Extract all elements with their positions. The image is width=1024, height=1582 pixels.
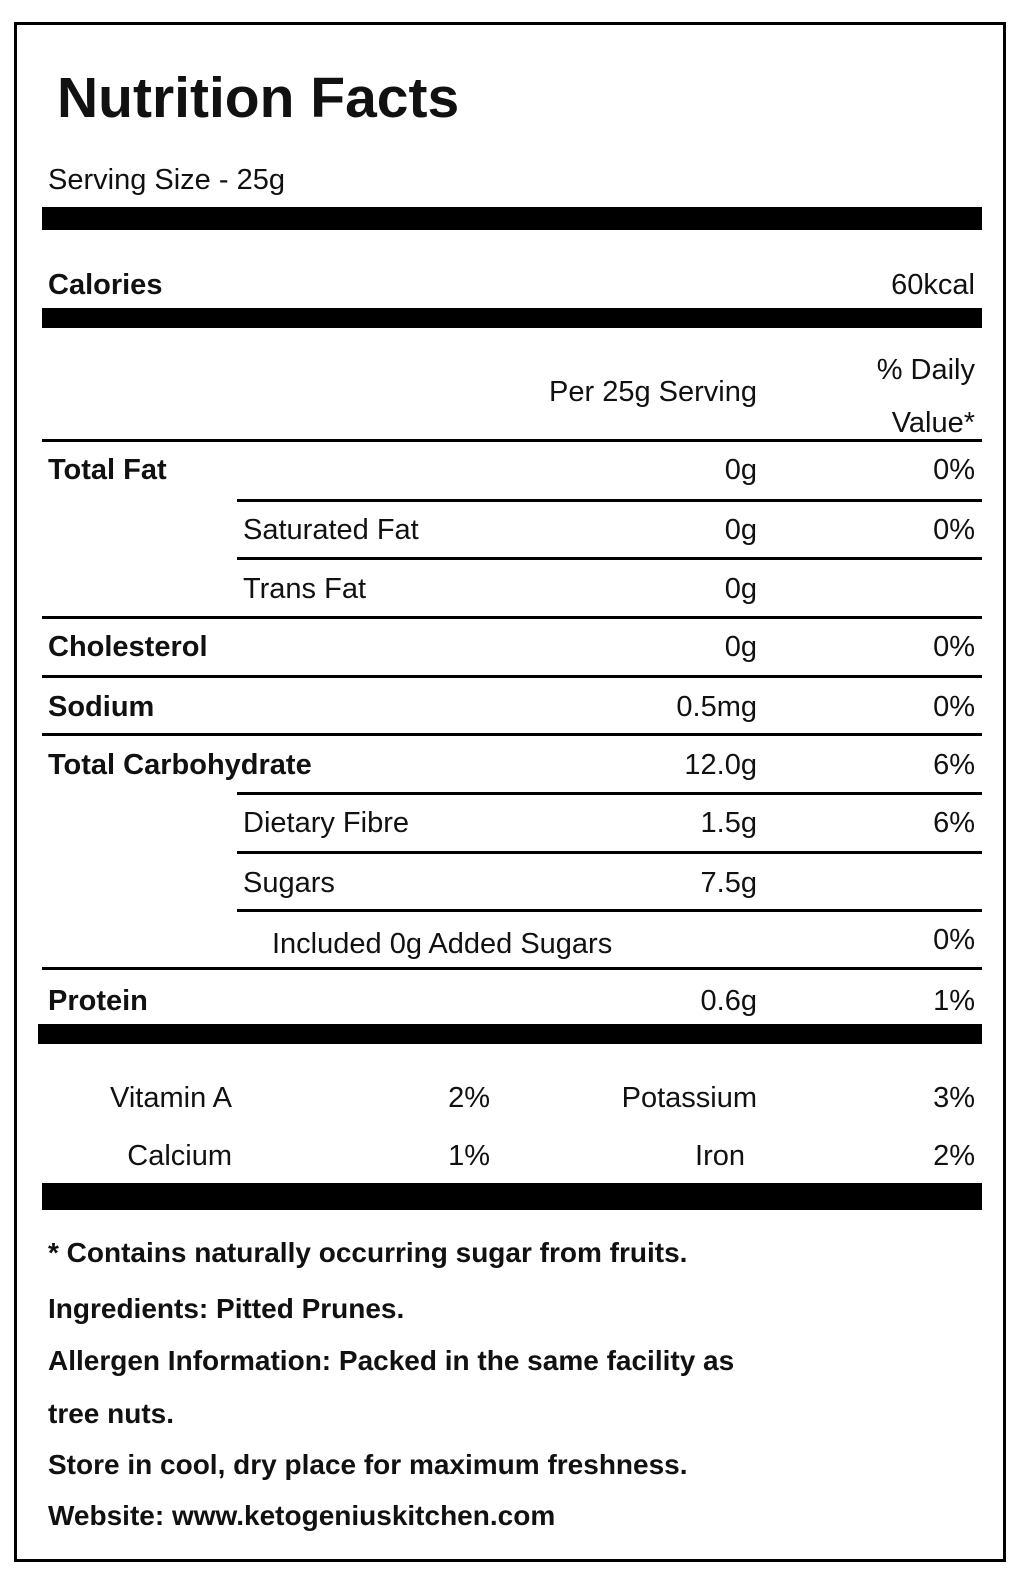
nutrient-amount: 12.0g [684,749,757,781]
nutrient-label: Sodium [48,691,155,723]
calories-value: 60kcal [891,269,975,301]
nutrient-label: Saturated Fat [243,514,419,546]
footnote: Ingredients: Pitted Prunes. [48,1293,405,1324]
rule [237,499,982,502]
nutrient-label: Total Fat [48,454,167,486]
title: Nutrition Facts [57,66,460,130]
thick-rule [42,308,982,328]
nutrient-amount: 0g [724,514,757,546]
nutrient-dv: 0% [933,924,975,956]
dv-header: % Daily [876,354,975,386]
nutrient-label: Included 0g Added Sugars [272,928,613,960]
footnote: Store in cool, dry place for maximum fre… [48,1449,688,1480]
nutrient-dv: 0% [933,454,975,486]
thick-rule [38,1024,982,1044]
rule [42,616,982,619]
nutrient-dv: 0% [933,514,975,546]
serving-size: Serving Size - 25g [48,164,285,196]
vitamin-value: 3% [933,1082,975,1114]
nutrient-dv: 6% [933,749,975,781]
nutrient-amount: 0.6g [700,985,757,1017]
nutrient-dv: 1% [933,985,975,1017]
vitamin-value: 2% [448,1082,490,1114]
nutrient-label: Trans Fat [243,573,367,605]
footnote: tree nuts. [48,1398,175,1429]
rule [42,967,982,970]
nutrient-label: Total Carbohydrate [48,749,312,781]
nutrient-amount: 7.5g [700,867,757,899]
nutrient-amount: 0g [724,573,757,605]
dv-header: Value* [891,407,975,439]
footnote: * Contains naturally occurring sugar fro… [48,1237,688,1268]
vitamin-name: Iron [695,1140,745,1172]
amount-header: Per 25g Serving [549,376,757,408]
nutrient-label: Cholesterol [48,631,208,663]
nutrient-amount: 0g [724,454,757,486]
nutrient-amount: 0g [724,631,757,663]
nutrient-label: Dietary Fibre [243,807,409,839]
vitamin-name: Vitamin A [110,1082,232,1114]
rule [42,439,982,442]
calories-label: Calories [48,269,163,301]
rule [237,909,982,912]
footnote: Website: www.ketogeniuskitchen.com [48,1500,556,1531]
nutrient-dv: 0% [933,691,975,723]
thick-rule [42,1183,982,1210]
nutrient-dv: 6% [933,807,975,839]
nutrient-amount: 1.5g [700,807,757,839]
nutrient-dv: 0% [933,631,975,663]
vitamin-value: 1% [448,1140,490,1172]
nutrient-label: Protein [48,985,148,1017]
nutrient-label: Sugars [243,867,335,899]
vitamin-value: 2% [933,1140,975,1172]
footnote: Allergen Information: Packed in the same… [48,1345,735,1376]
thick-rule [42,207,982,230]
rule [237,557,982,560]
border [14,22,1006,1562]
nutrient-amount: 0.5mg [676,691,757,723]
rule [237,792,982,795]
rule [42,675,982,678]
vitamin-name: Calcium [127,1140,232,1172]
rule [237,851,982,854]
rule [42,733,982,736]
vitamin-name: Potassium [621,1082,757,1114]
